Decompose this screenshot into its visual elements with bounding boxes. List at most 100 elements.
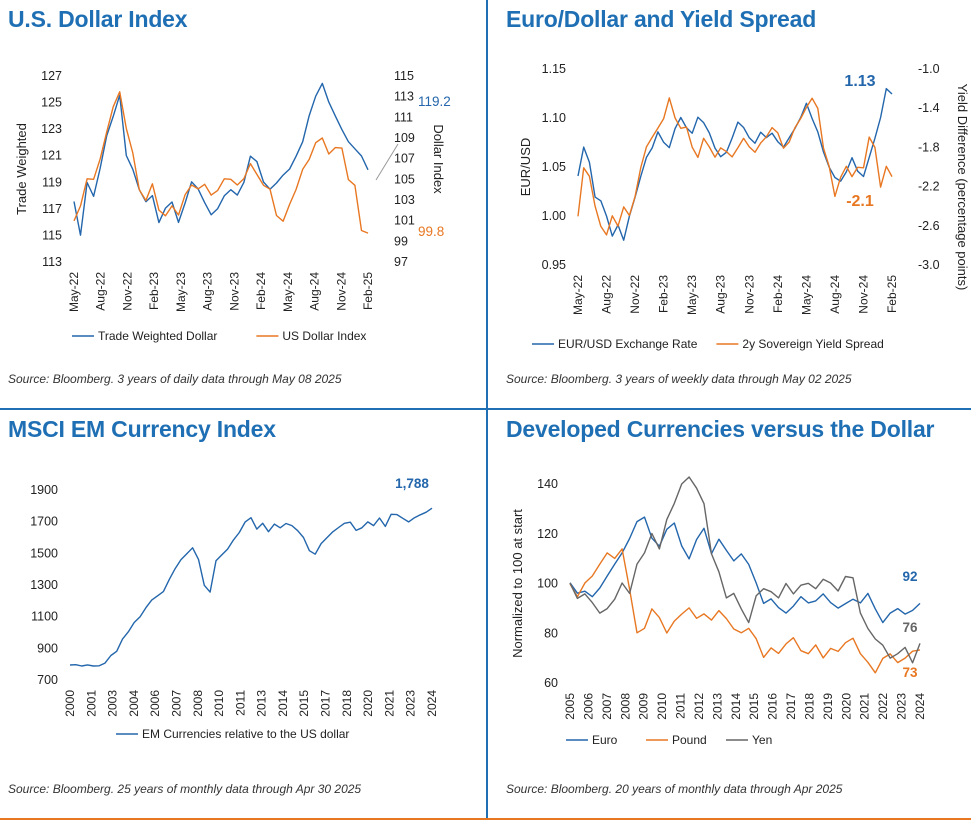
- series-line-2: [73, 91, 369, 234]
- y-tick-label: 1100: [31, 610, 58, 624]
- x-tick-label: 2018: [340, 690, 354, 717]
- x-tick-label: Feb-23: [657, 275, 671, 313]
- series-line-1: [69, 507, 433, 667]
- series-line-1: [569, 516, 921, 624]
- panel-title: U.S. Dollar Index: [8, 6, 188, 32]
- y-tick-label: 0.95: [542, 258, 566, 272]
- x-tick-label: 2008: [618, 693, 632, 720]
- x-tick-label: 2023: [895, 693, 909, 720]
- x-tick-label: 2022: [876, 693, 890, 720]
- x-tick-label: 2001: [84, 690, 98, 717]
- y2-tick-label: 99: [394, 234, 408, 248]
- panel-msci-em: MSCI EM Currency Index 1900 1700 1500 1300 1…: [0, 410, 486, 818]
- value-annotation: 1,788: [395, 476, 429, 491]
- legend-label: Pound: [672, 733, 707, 747]
- y-tick-label: 123: [41, 122, 62, 136]
- panel-title: Developed Currencies versus the Dollar: [506, 416, 935, 442]
- x-tick-label: 2021: [858, 693, 872, 720]
- x-tick-label: 2007: [169, 690, 183, 717]
- series-line-1: [577, 87, 893, 241]
- x-tick-label: May-24: [281, 272, 295, 312]
- footer-rule: [0, 818, 971, 820]
- y-tick-label: 80: [544, 626, 558, 640]
- x-tick-label: 2018: [802, 693, 816, 720]
- x-tick-label: 2021: [382, 690, 396, 717]
- x-tick-label: 2016: [766, 693, 780, 720]
- y-tick-label: 125: [41, 96, 62, 110]
- source-note: Source: Bloomberg. 25 years of monthly d…: [8, 782, 362, 796]
- y2-tick-label: -2.6: [918, 219, 940, 233]
- x-tick-label: Feb-23: [147, 272, 161, 310]
- y-tick-label: 127: [41, 69, 62, 83]
- x-tick-label: May-23: [174, 272, 188, 312]
- x-tick-label: 2024: [425, 690, 439, 717]
- y-tick-label: 121: [41, 149, 62, 163]
- x-tick-label: 2008: [191, 690, 205, 717]
- x-tick-label: 2011: [674, 693, 688, 719]
- x-tick-label: 2017: [784, 693, 798, 720]
- y-tick-label: 140: [537, 477, 558, 491]
- legend-label: Yen: [752, 733, 772, 747]
- x-tick-label: 2024: [913, 693, 927, 720]
- x-tick-label: Feb-25: [885, 275, 899, 313]
- x-tick-label: Feb-25: [361, 272, 375, 310]
- y-tick-label: 113: [42, 255, 62, 269]
- x-tick-label: Nov-22: [120, 272, 134, 311]
- y-tick-label: 1700: [30, 515, 58, 529]
- y-tick-label: 100: [537, 577, 558, 591]
- x-tick-label: 2006: [581, 693, 595, 720]
- y-tick-label: 115: [42, 228, 62, 242]
- x-tick-label: May-22: [67, 272, 81, 312]
- y2-tick-label: 111: [394, 110, 413, 124]
- y2-tick-label: 113: [394, 90, 414, 104]
- x-tick-label: 2006: [148, 690, 162, 717]
- x-tick-label: Aug-23: [714, 275, 728, 314]
- x-tick-label: 2011: [233, 690, 247, 716]
- y2-tick-label: -1.0: [918, 62, 940, 76]
- y-axis-title: EUR/USD: [518, 138, 533, 197]
- x-tick-label: 2004: [127, 690, 141, 717]
- y-tick-label: 1300: [30, 578, 58, 592]
- x-tick-label: 2014: [276, 690, 290, 717]
- horizontal-divider: [0, 408, 971, 410]
- x-tick-label: Feb-24: [771, 275, 785, 313]
- x-tick-label: 2010: [655, 693, 669, 720]
- y-tick-label: 900: [37, 641, 58, 655]
- x-tick-label: 2020: [361, 690, 375, 717]
- y-tick-label: 1900: [30, 483, 58, 497]
- value-annotation: 73: [902, 665, 918, 680]
- y2-tick-label: -2.2: [918, 180, 940, 194]
- y-tick-label: 1.15: [542, 62, 566, 76]
- x-tick-label: Nov-24: [334, 272, 348, 311]
- y2-axis-title: Dollar Index: [431, 124, 446, 194]
- series-line-2: [577, 97, 893, 236]
- x-tick-label: 2023: [404, 690, 418, 717]
- y-tick-label: 1500: [30, 546, 58, 560]
- series-line-3: [569, 476, 921, 664]
- legend-label: US Dollar Index: [282, 329, 366, 343]
- y2-axis-title: Yield Difference (percentage points): [955, 84, 970, 291]
- legend-label: EM Currencies relative to the US dollar: [142, 727, 349, 741]
- x-tick-label: Aug-23: [201, 272, 215, 311]
- x-tick-label: 2015: [297, 690, 311, 717]
- y2-tick-label: 107: [394, 152, 415, 166]
- y2-tick-label: 109: [394, 131, 415, 145]
- y-tick-label: 700: [37, 673, 58, 687]
- y2-tick-label: -1.8: [918, 140, 940, 154]
- y-tick-label: 119: [42, 175, 62, 189]
- panel-developed-currencies: Developed Currencies versus the Dollar 1…: [488, 410, 971, 818]
- x-tick-label: 2000: [63, 690, 77, 717]
- y2-tick-label: 101: [394, 214, 415, 228]
- series-line-1: [73, 82, 369, 236]
- x-tick-label: 2013: [255, 690, 269, 717]
- x-tick-label: 2012: [692, 693, 706, 720]
- y2-tick-label: -1.4: [918, 101, 940, 115]
- legend-label: 2y Sovereign Yield Spread: [742, 337, 883, 351]
- x-tick-label: May-24: [799, 275, 813, 315]
- x-tick-label: May-23: [685, 275, 699, 315]
- y2-tick-label: 105: [394, 172, 415, 186]
- y2-tick-label: 97: [394, 255, 408, 269]
- panel-us-dollar-index: U.S. Dollar Index 127 125 123 121 119 117 115 1…: [0, 0, 486, 408]
- value-annotation: 119.2: [418, 94, 451, 109]
- x-tick-label: 2007: [600, 693, 614, 720]
